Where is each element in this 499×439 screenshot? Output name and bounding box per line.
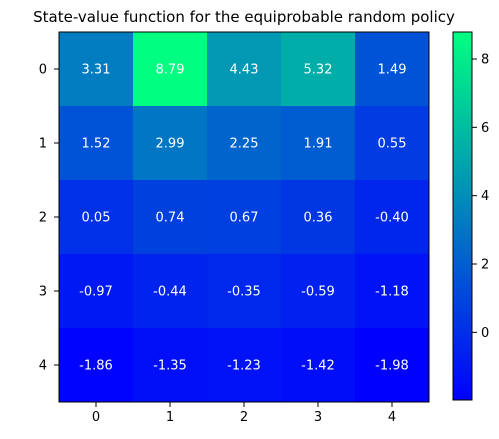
x-axis: 0 1 2 3 4 (92, 402, 396, 425)
cell-value-label: 5.32 (304, 63, 333, 78)
heatmap-cell-r3-c2 (207, 254, 282, 329)
cell-value-label: -1.23 (227, 359, 261, 374)
cell-value-label: 0.05 (82, 211, 111, 226)
heatmap-cell-r2-c4 (355, 180, 430, 255)
y-tick-label: 1 (39, 137, 47, 152)
cell-value-label: 0.36 (304, 211, 333, 226)
heatmap-cell-r4-c2 (207, 328, 282, 403)
colorbar-gradient (452, 31, 473, 401)
heatmap-cell-r3-c1 (133, 254, 208, 329)
cell-value-label: -0.97 (79, 285, 113, 300)
cell-value-label: -1.42 (301, 359, 335, 374)
cell-value-label: -0.40 (375, 211, 409, 226)
y-tick-label: 2 (39, 211, 47, 226)
cell-value-label: -1.98 (375, 359, 409, 374)
heatmap-cell-r4-c0 (59, 328, 134, 403)
y-tick-label: 4 (39, 359, 47, 374)
cell-value-label: -0.44 (153, 285, 187, 300)
cell-value-label: 2.99 (156, 137, 185, 152)
cell-value-label: 0.55 (378, 137, 407, 152)
cell-value-label: 0.67 (230, 211, 259, 226)
heatmap-cell-r0-c4 (355, 32, 430, 107)
x-tick-label: 0 (92, 410, 100, 425)
colorbar-tick-label: 2 (481, 258, 489, 273)
y-tick-label: 3 (39, 285, 47, 300)
heatmap-cell-r4-c4 (355, 328, 430, 403)
cell-value-label: 1.91 (304, 137, 333, 152)
colorbar-tick-label: 6 (481, 121, 489, 136)
cell-value-label: 4.43 (230, 63, 259, 78)
cell-value-label: 3.31 (82, 63, 111, 78)
heatmap-cell-r0-c2 (207, 32, 282, 107)
y-axis: 0 1 2 3 4 (39, 63, 59, 374)
heatmap-cell-r0-c0 (59, 32, 134, 107)
chart-title: State-value function for the equiprobabl… (33, 8, 455, 26)
heatmap-cell-r0-c3 (281, 32, 356, 107)
heatmap-cell-r3-c4 (355, 254, 430, 329)
heatmap-cell-r1-c4 (355, 106, 430, 181)
x-tick-label: 3 (314, 410, 322, 425)
heatmap-cell-r3-c0 (59, 254, 134, 329)
cell-value-label: -1.35 (153, 359, 187, 374)
heatmap-cell-r3-c3 (281, 254, 356, 329)
heatmap-cell-r4-c1 (133, 328, 208, 403)
colorbar: 0 2 4 6 8 (452, 31, 489, 401)
cell-value-label: 0.74 (156, 211, 185, 226)
heatmap-cell-r1-c1 (133, 106, 208, 181)
y-tick-label: 0 (39, 63, 47, 78)
heatmap-cell-r0-c1 (133, 32, 208, 107)
heatmap-cell-r2-c1 (133, 180, 208, 255)
heatmap-cell-r1-c2 (207, 106, 282, 181)
colorbar-tick-label: 4 (481, 189, 489, 204)
cell-value-label: -1.18 (375, 285, 409, 300)
colorbar-tick-label: 0 (481, 326, 489, 341)
heatmap-cell-r2-c2 (207, 180, 282, 255)
heatmap-cell-r2-c0 (59, 180, 134, 255)
x-tick-label: 2 (240, 410, 248, 425)
heatmap-cell-r2-c3 (281, 180, 356, 255)
heatmap-cell-r1-c3 (281, 106, 356, 181)
x-tick-label: 4 (388, 410, 396, 425)
heatmap-cell-r1-c0 (59, 106, 134, 181)
cell-value-label: -0.35 (227, 285, 261, 300)
cell-value-label: 1.49 (378, 63, 407, 78)
cell-value-label: -1.86 (79, 359, 113, 374)
cell-value-label: 2.25 (230, 137, 259, 152)
heatmap-cell-r4-c3 (281, 328, 356, 403)
heatmap-cells (59, 32, 430, 403)
heatmap-cell-labels: 3.31 8.79 4.43 5.32 1.49 1.52 2.99 2.25 1.91 0.55… (79, 63, 409, 374)
cell-value-label: 8.79 (156, 63, 185, 78)
x-tick-label: 1 (166, 410, 174, 425)
cell-value-label: -0.59 (301, 285, 335, 300)
cell-value-label: 1.52 (82, 137, 111, 152)
colorbar-tick-label: 8 (481, 52, 489, 67)
